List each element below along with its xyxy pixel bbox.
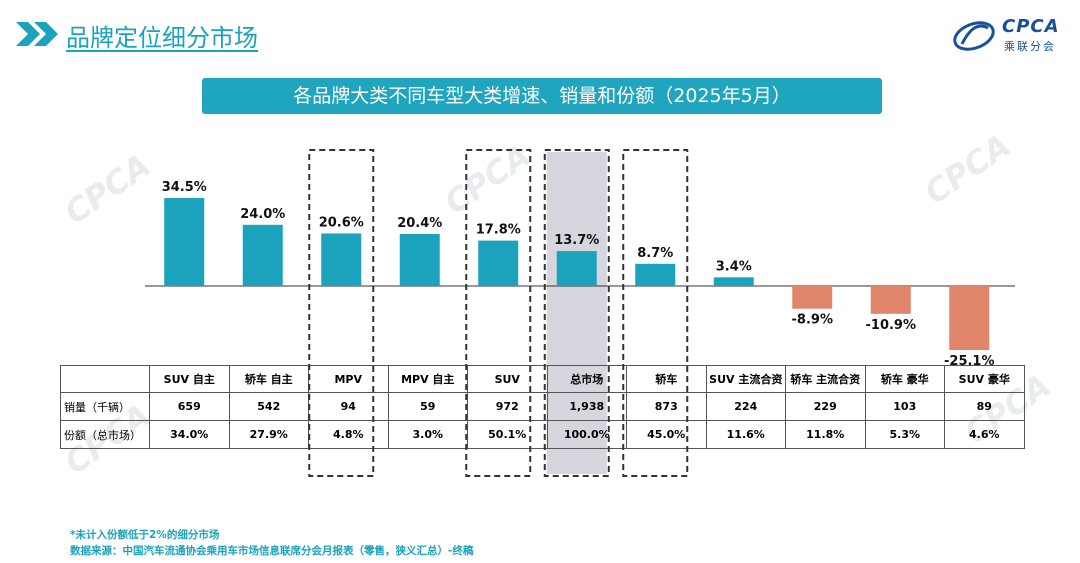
- data-table: SUV 自主 轿车 自主 MPV MPV 自主 SUV 总市场 轿车 SUV 主流合资 轿车 主…: [60, 365, 1025, 449]
- table-header-cell: SUV 主流合资: [705, 365, 786, 393]
- table-cell: 224: [705, 392, 786, 421]
- bar: [792, 286, 833, 309]
- bar: [242, 224, 283, 286]
- footnote-2: 数据来源：中国汽车流通协会乘用车市场信息联席分会月报表（零售，狭义汇总）-终稿: [70, 545, 474, 557]
- bar: [635, 263, 676, 286]
- bar: [321, 233, 362, 286]
- bar-value-label: 34.5%: [162, 180, 207, 195]
- bar: [949, 286, 990, 351]
- table-cell: 3.0%: [387, 420, 468, 449]
- table-cell: 50.1%: [467, 420, 548, 449]
- table-cell: 27.9%: [228, 420, 309, 449]
- table-cell: 34.0%: [149, 420, 230, 449]
- table-cell: 542: [228, 392, 309, 421]
- table-cell: 1,938: [546, 392, 627, 421]
- bar-value-label: 13.7%: [554, 233, 599, 248]
- table-cell: 659: [149, 392, 230, 421]
- bar: [399, 233, 440, 286]
- chevrons-icon: [16, 22, 58, 46]
- table-header-cell: 轿车 主流合资: [785, 365, 866, 393]
- table-row: 份额（总市场） 34.0% 27.9% 4.8% 3.0% 50.1% 100.0% 45.…: [60, 420, 1025, 449]
- bar: [556, 251, 597, 286]
- table-cell: 5.3%: [864, 420, 945, 449]
- table-header-cell: 轿车 豪华: [864, 365, 945, 393]
- bar-value-label: 20.6%: [319, 215, 364, 230]
- bar-value-label: -10.9%: [866, 318, 917, 333]
- chart-title-banner: 各品牌大类不同车型大类增速、销量和份额（2025年5月）: [202, 78, 882, 114]
- table-header-row: SUV 自主 轿车 自主 MPV MPV 自主 SUV 总市场 轿车 SUV 主流合资 轿车 主…: [60, 365, 1025, 393]
- bar: [713, 277, 754, 286]
- bar-value-label: 17.8%: [476, 223, 521, 238]
- table-cell: 59: [387, 392, 468, 421]
- page-title: 品牌定位细分市场: [66, 24, 258, 52]
- table-header-cell: SUV: [467, 365, 548, 393]
- table-header-cell: 轿车: [626, 365, 707, 393]
- table-row-label: 销量（千辆）: [60, 392, 150, 421]
- table-header-cell: 轿车 自主: [228, 365, 309, 393]
- table-cell: 45.0%: [626, 420, 707, 449]
- table-cell: 11.8%: [785, 420, 866, 449]
- table-header-cell: SUV 豪华: [944, 365, 1025, 393]
- logo-sub: 乘联分会: [1004, 40, 1056, 53]
- bar: [478, 240, 519, 286]
- table-cell: 972: [467, 392, 548, 421]
- table-cell: 11.6%: [705, 420, 786, 449]
- table-cell: 4.8%: [308, 420, 389, 449]
- table-cell: 229: [785, 392, 866, 421]
- table-header-cell: SUV 自主: [149, 365, 230, 393]
- table-cell: 94: [308, 392, 389, 421]
- bar-value-label: 24.0%: [240, 207, 285, 222]
- cpca-logo-icon: [953, 21, 995, 51]
- table-row-label: 份额（总市场）: [60, 420, 150, 449]
- table-corner-cell: [60, 365, 150, 393]
- bar-value-label: 8.7%: [637, 246, 673, 261]
- table-cell: 873: [626, 392, 707, 421]
- footnote-1: *未计入份额低于2%的细分市场: [70, 529, 220, 541]
- table-cell: 100.0%: [546, 420, 627, 449]
- table-header-cell: MPV 自主: [387, 365, 468, 393]
- table-cell: 103: [864, 392, 945, 421]
- table-header-cell: 总市场: [546, 365, 627, 393]
- table-header-cell: MPV: [308, 365, 389, 393]
- table-cell: 89: [944, 392, 1025, 421]
- bar-value-label: 3.4%: [716, 259, 752, 274]
- bar-value-label: 20.4%: [397, 216, 442, 231]
- header: [14, 14, 64, 54]
- table-cell: 4.6%: [944, 420, 1025, 449]
- bar: [164, 198, 205, 286]
- table-row: 销量（千辆） 659 542 94 59 972 1,938 873 224 229 103 89: [60, 392, 1025, 421]
- logo-brand: CPCA: [1002, 16, 1060, 37]
- bar-value-label: -8.9%: [792, 313, 833, 328]
- bar: [870, 286, 911, 314]
